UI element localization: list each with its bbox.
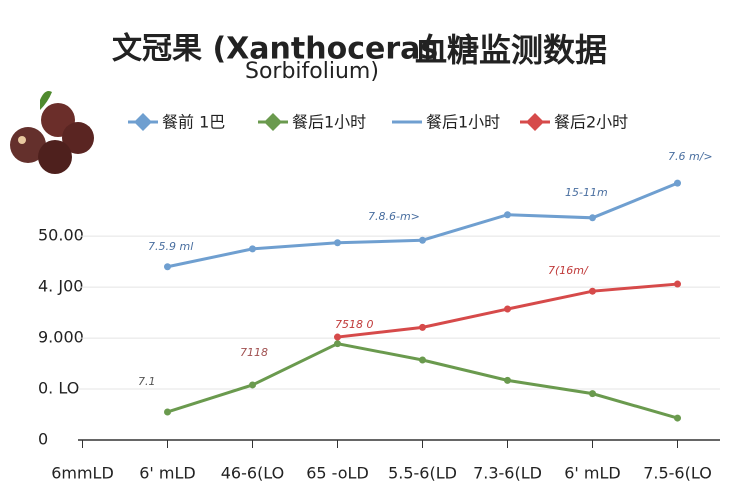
legend-label: 餐后2小时 [554, 113, 628, 132]
data-point [419, 236, 426, 244]
data-point [504, 376, 511, 384]
data-point [504, 211, 511, 219]
annotation: 7.1 [138, 375, 156, 388]
chart-title: 血糖监测数据 [415, 31, 607, 69]
annotation: 7.8.6-m> [368, 210, 420, 223]
data-point [334, 340, 341, 348]
legend-label: 餐后1小时 [426, 113, 500, 132]
data-point [249, 381, 256, 389]
y-tick-label: 0. LO [38, 379, 79, 398]
legend-label: 餐前 1巴 [162, 113, 225, 132]
data-point [674, 179, 681, 187]
y-tick-label: 4. J00 [38, 277, 83, 296]
data-point [164, 263, 171, 271]
data-point [419, 323, 426, 331]
data-point [504, 305, 511, 313]
x-tick-label: 46-6(LO [221, 464, 285, 483]
x-tick-label: 6' mLD [564, 464, 620, 483]
data-point [419, 356, 426, 364]
legend-marker [526, 113, 544, 131]
chart-title: 文冠果 (Xanthoceras [112, 32, 438, 67]
y-tick-label: 50.00 [38, 226, 84, 245]
data-point [589, 214, 596, 222]
annotation: 7518 0 [335, 318, 374, 331]
annotation: 7.6 m/> [668, 150, 713, 163]
data-point [589, 390, 596, 398]
y-tick-label: 9.000 [38, 328, 84, 347]
legend-marker [264, 113, 282, 131]
x-tick-label: 7.5-6(LO [643, 464, 712, 483]
x-tick-label: 5.5-6(LD [388, 464, 457, 483]
y-tick-label: 0 [38, 430, 48, 449]
annotation: 15-11m [565, 186, 608, 199]
legend-label: 餐后1小时 [292, 113, 366, 132]
data-point [334, 239, 341, 247]
data-point [164, 408, 171, 416]
fruit-illustration [10, 91, 94, 174]
annotation: 7(16m/ [548, 264, 589, 277]
legend-marker [134, 113, 152, 131]
chart-title: Sorbifolium) [245, 59, 379, 84]
x-tick-label: 7.3-6(LD [473, 464, 542, 483]
annotation: 7118 [240, 346, 268, 359]
annotation: 7.5.9 ml [148, 240, 193, 253]
data-point [249, 245, 256, 253]
x-tick-label: 6mmLD [51, 464, 114, 483]
x-tick-label: 65 -oLD [306, 464, 369, 483]
data-point [674, 414, 681, 422]
data-point [334, 333, 341, 341]
x-tick-label: 6' mLD [139, 464, 195, 483]
data-point [589, 287, 596, 295]
data-point [674, 280, 681, 288]
